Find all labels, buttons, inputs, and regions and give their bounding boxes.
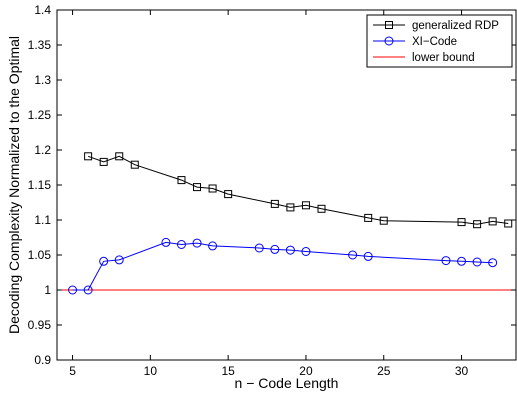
generalized-rdp-point xyxy=(208,184,217,193)
generalized-rdp-point xyxy=(379,216,388,225)
legend: generalized RDP XI−Code lower bound xyxy=(366,14,513,68)
generalized-rdp-line xyxy=(87,155,509,225)
legend-entry-lower-bound-label: lower bound xyxy=(412,52,475,64)
y-tick-label: 1.05 xyxy=(28,248,52,262)
y-tick-label: 0.95 xyxy=(28,318,52,332)
xi-code-line xyxy=(72,241,493,291)
y-tick-label: 1.3 xyxy=(34,73,51,87)
xi-code-point xyxy=(348,250,358,260)
generalized-rdp-point xyxy=(504,219,513,228)
generalized-rdp-point xyxy=(473,220,482,229)
y-tick-label: 0.9 xyxy=(34,353,51,367)
xi-code-point xyxy=(192,238,202,248)
generalized-rdp-point xyxy=(193,183,202,192)
y-tick-label: 1.15 xyxy=(28,178,52,192)
xi-code-point xyxy=(114,255,124,265)
y-tick-label: 1.1 xyxy=(34,213,51,227)
generalized-rdp-point xyxy=(130,160,139,169)
generalized-rdp-point xyxy=(115,152,124,161)
generalized-rdp-point xyxy=(84,152,93,161)
xi-code-point xyxy=(176,240,186,249)
legend-entry-generalized-rdp-marker xyxy=(385,21,393,29)
x-tick-label: 5 xyxy=(69,364,76,378)
xi-code-point xyxy=(270,244,280,254)
x-tick-label: 15 xyxy=(221,364,235,378)
y-tick-label: 1.2 xyxy=(34,143,51,157)
xi-code-point xyxy=(161,237,171,247)
generalized-rdp-point xyxy=(317,204,326,213)
xi-code-point xyxy=(472,257,482,267)
generalized-rdp-point xyxy=(224,190,233,199)
xi-code-point xyxy=(457,256,467,266)
generalized-rdp-point xyxy=(270,199,279,208)
xi-code-point xyxy=(68,285,78,295)
legend-entry-xi-code-label: XI−Code xyxy=(412,36,457,48)
x-axis-label: n − Code Length xyxy=(235,375,339,391)
generalized-rdp-point xyxy=(364,213,373,222)
y-axis-label: Decoding Complexity Normalized to the Op… xyxy=(6,36,22,334)
generalized-rdp-point xyxy=(286,203,295,212)
y-tick-label: 1.35 xyxy=(28,38,52,52)
generalized-rdp-point xyxy=(457,218,466,227)
x-tick-label: 20 xyxy=(299,364,313,378)
x-tick-label: 30 xyxy=(455,364,469,378)
y-tick-label: 1.25 xyxy=(28,108,52,122)
xi-code-point xyxy=(488,258,498,268)
generalized-rdp-point xyxy=(488,217,497,226)
xi-code-point xyxy=(83,285,93,295)
generalized-rdp-point xyxy=(177,176,186,185)
xi-code-point xyxy=(208,241,218,251)
x-tick-label: 10 xyxy=(144,364,158,378)
series-layer xyxy=(68,152,513,295)
legend-entry-xi-code-marker xyxy=(384,36,394,46)
generalized-rdp-point xyxy=(99,157,108,166)
y-tick-label: 1.4 xyxy=(34,3,51,17)
xi-code-point xyxy=(254,243,264,253)
legend-entry-generalized-rdp-label: generalized RDP xyxy=(412,20,499,32)
xi-code-point xyxy=(301,247,311,256)
plot-area xyxy=(57,10,516,360)
axis-ticks: 5 10 15 20 25 30 0.9 0.95 1 1.05 1.1 1.15 1.2 1.25 1.3… xyxy=(28,3,516,378)
xi-code-point xyxy=(285,245,295,255)
xi-code-point xyxy=(363,251,373,261)
y-tick-label: 1 xyxy=(44,283,51,297)
generalized-rdp-point xyxy=(301,201,310,210)
x-tick-label: 25 xyxy=(377,364,391,378)
xi-code-point xyxy=(441,256,451,266)
xi-code-point xyxy=(99,256,109,266)
